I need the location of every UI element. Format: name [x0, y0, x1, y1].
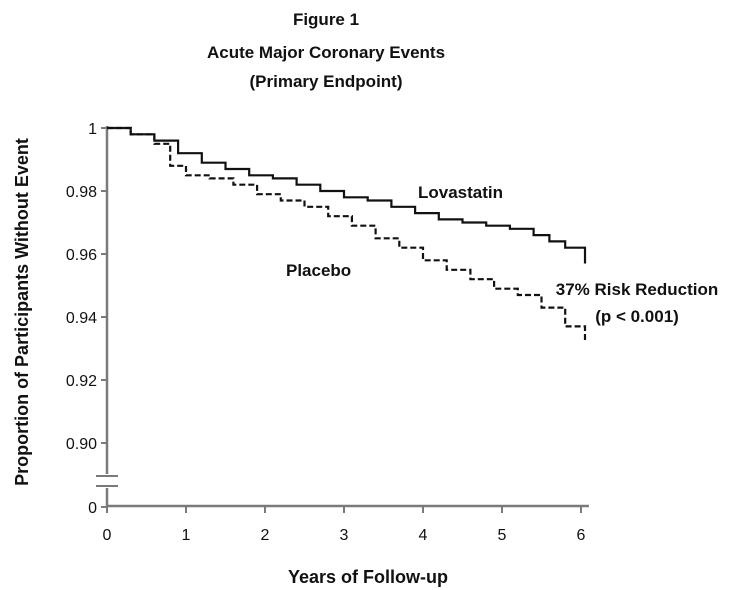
plot-series — [107, 126, 587, 343]
x-axis-ticks: 0 1 2 3 4 5 6 — [103, 506, 586, 544]
series-line-placebo — [107, 126, 587, 343]
y-tick-label: 0.92 — [66, 373, 97, 390]
x-tick-label: 4 — [419, 527, 428, 544]
x-tick-label: 5 — [498, 527, 507, 544]
y-tick-label: 0.98 — [66, 184, 97, 201]
y-tick-label: 0.94 — [66, 310, 97, 327]
x-tick-label: 3 — [340, 527, 349, 544]
y-axis-label: Proportion of Participants Without Event — [12, 138, 32, 486]
y-tick-label: 0.96 — [66, 247, 97, 264]
chart-subtitle-line-2: (Primary Endpoint) — [249, 72, 402, 91]
x-axis-label: Years of Follow-up — [288, 567, 448, 587]
annotation-risk-reduction: 37% Risk Reduction — [556, 280, 719, 299]
series-label-lovastatin: Lovastatin — [418, 183, 503, 202]
y-tick-label: 0.90 — [66, 436, 97, 453]
y-axis-ticks: 1 0.98 0.96 0.94 0.92 0.90 0 — [66, 121, 107, 517]
chart-title: Figure 1 — [293, 10, 359, 29]
chart-subtitle-line-1: Acute Major Coronary Events — [207, 43, 445, 62]
series-line-lovastatin — [107, 126, 587, 264]
y-tick-label: 0 — [88, 500, 97, 517]
x-tick-label: 0 — [103, 527, 112, 544]
y-tick-label: 1 — [88, 121, 97, 138]
x-tick-label: 2 — [261, 527, 270, 544]
axes — [96, 126, 589, 508]
series-label-placebo: Placebo — [286, 261, 351, 280]
x-tick-label: 1 — [182, 527, 191, 544]
x-tick-label: 6 — [577, 527, 586, 544]
annotation-p-value: (p < 0.001) — [595, 307, 679, 326]
